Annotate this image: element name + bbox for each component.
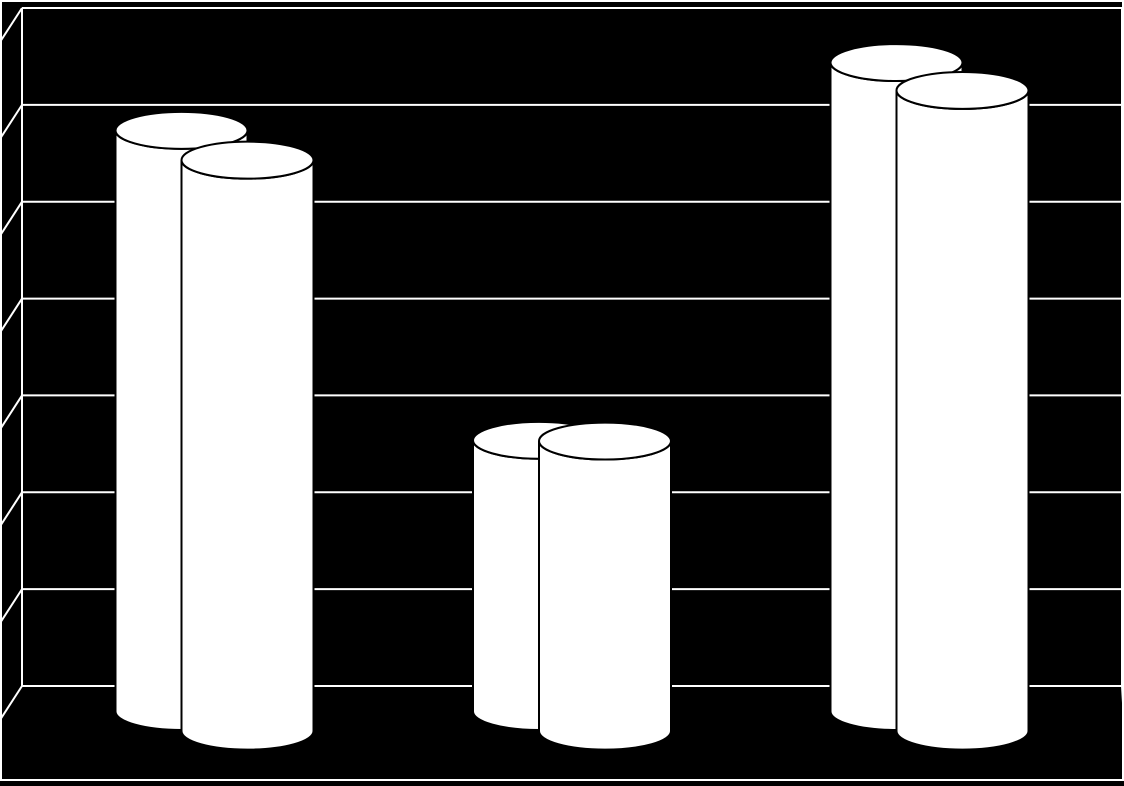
cylinder-bar-chart [0, 0, 1124, 781]
